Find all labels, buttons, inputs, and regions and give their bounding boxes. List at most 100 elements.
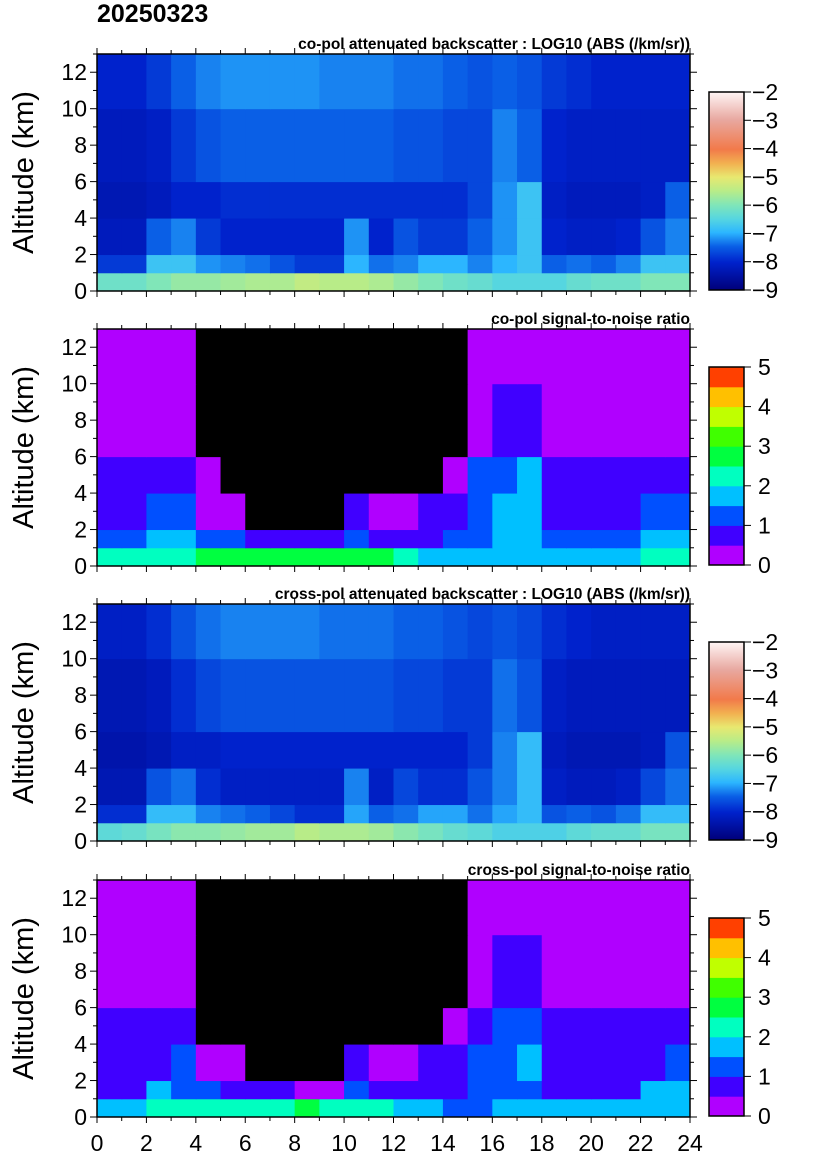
colorbar-tick-label: −6 <box>752 742 778 768</box>
heatmap-cell <box>393 934 419 1009</box>
heatmap-cell <box>517 731 543 769</box>
heatmap-cell <box>640 108 666 183</box>
heatmap-cell <box>269 529 296 549</box>
heatmap-cell <box>171 768 197 806</box>
heatmap-cell <box>615 880 642 936</box>
heatmap-cell <box>294 493 320 531</box>
heatmap-cell <box>269 822 296 842</box>
heatmap-cell <box>665 383 691 458</box>
heatmap-cell <box>97 181 123 219</box>
heatmap-cell <box>319 108 345 183</box>
y-tick-label: 12 <box>61 59 87 85</box>
heatmap-cell <box>393 54 419 110</box>
heatmap-cell <box>517 768 543 806</box>
y-axis-label: Altitude (km) <box>8 641 40 804</box>
heatmap-cell <box>171 1007 197 1045</box>
heatmap-cell <box>566 934 592 1009</box>
heatmap-cell <box>591 181 617 219</box>
heatmap-cell <box>541 768 567 806</box>
heatmap-cell <box>294 547 320 567</box>
heatmap-cell <box>442 731 469 769</box>
heatmap-cell <box>319 804 345 824</box>
y-tick-label: 0 <box>74 1104 87 1130</box>
y-tick-label: 6 <box>74 995 87 1021</box>
heatmap-cell <box>467 804 493 824</box>
heatmap-cell <box>566 547 592 567</box>
heatmap-cell <box>418 329 444 385</box>
colorbar-tick-label: −7 <box>752 220 778 246</box>
heatmap-cell <box>121 218 147 256</box>
heatmap-cell <box>566 822 592 842</box>
heatmap-cell <box>195 493 222 531</box>
heatmap-cell <box>344 1007 370 1045</box>
heatmap-cell <box>541 1044 567 1082</box>
heatmap-cell <box>195 804 222 824</box>
heatmap-cell <box>121 1098 147 1118</box>
heatmap-cell <box>195 529 222 549</box>
heatmap-cell <box>418 804 444 824</box>
colorbar-gradient <box>709 642 744 840</box>
heatmap-cell <box>615 1080 642 1100</box>
heatmap-cell <box>195 1044 222 1082</box>
heatmap-cell <box>517 383 543 458</box>
heatmap-cell <box>591 768 617 806</box>
heatmap-cell <box>640 529 666 549</box>
colorbar-tick-label: −9 <box>752 827 778 853</box>
heatmap-cell <box>467 934 493 1009</box>
heatmap-cell <box>195 1080 222 1100</box>
heatmap-cell <box>393 658 419 733</box>
heatmap-cell <box>615 218 642 256</box>
y-tick-label: 2 <box>74 792 87 818</box>
heatmap-cell <box>97 1044 123 1082</box>
heatmap-cell <box>418 493 444 531</box>
colorbar-tick-label: −3 <box>752 107 778 133</box>
y-tick-label: 0 <box>74 828 87 854</box>
heatmap-cell <box>615 822 642 842</box>
heatmap-cell <box>97 1080 123 1100</box>
x-tick-label: 8 <box>288 1130 301 1156</box>
heatmap-cell <box>146 54 172 110</box>
colorbar-swatch <box>709 406 744 427</box>
heatmap-cell <box>368 493 394 531</box>
heatmap-cell <box>220 1080 246 1100</box>
heatmap-cell <box>591 1007 617 1045</box>
heatmap-cell <box>146 658 172 733</box>
y-tick-label: 6 <box>74 169 87 195</box>
heatmap-cell <box>615 181 642 219</box>
heatmap-cell <box>245 731 271 769</box>
y-tick-label: 12 <box>61 609 87 635</box>
heatmap-cell <box>640 604 666 660</box>
heatmap-cell <box>97 604 123 660</box>
heatmap-cell <box>220 1007 246 1045</box>
heatmap-cell <box>541 1080 567 1100</box>
heatmap-cell <box>418 768 444 806</box>
colorbar-tick-label: 0 <box>758 1103 771 1129</box>
heatmap-cell <box>195 604 222 660</box>
heatmap-cell <box>517 804 543 824</box>
heatmap-cell <box>640 658 666 733</box>
heatmap-cell <box>121 456 147 494</box>
heatmap-cell <box>442 218 469 256</box>
heatmap-cell <box>121 880 147 936</box>
heatmap-cell <box>615 731 642 769</box>
y-tick-label: 8 <box>74 407 87 433</box>
heatmap-cell <box>294 768 320 806</box>
heatmap-cell <box>467 254 493 274</box>
heatmap-cell <box>171 218 197 256</box>
heatmap-cell <box>269 181 296 219</box>
heatmap-cell <box>368 181 394 219</box>
heatmap-cell <box>492 254 518 274</box>
heatmap-cell <box>245 880 271 936</box>
heatmap-cell <box>195 456 222 494</box>
colorbar-tick-label: 2 <box>758 473 771 499</box>
heatmap-cell <box>245 272 271 292</box>
heatmap-cell <box>418 658 444 733</box>
heatmap-cell <box>294 880 320 936</box>
colorbar-swatch <box>709 1056 744 1077</box>
x-tick-label: 18 <box>529 1130 555 1156</box>
heatmap-cell <box>269 493 296 531</box>
heatmap-cell <box>319 1098 345 1118</box>
heatmap-cell <box>269 880 296 936</box>
heatmap-cell <box>171 181 197 219</box>
heatmap-cell <box>541 934 567 1009</box>
